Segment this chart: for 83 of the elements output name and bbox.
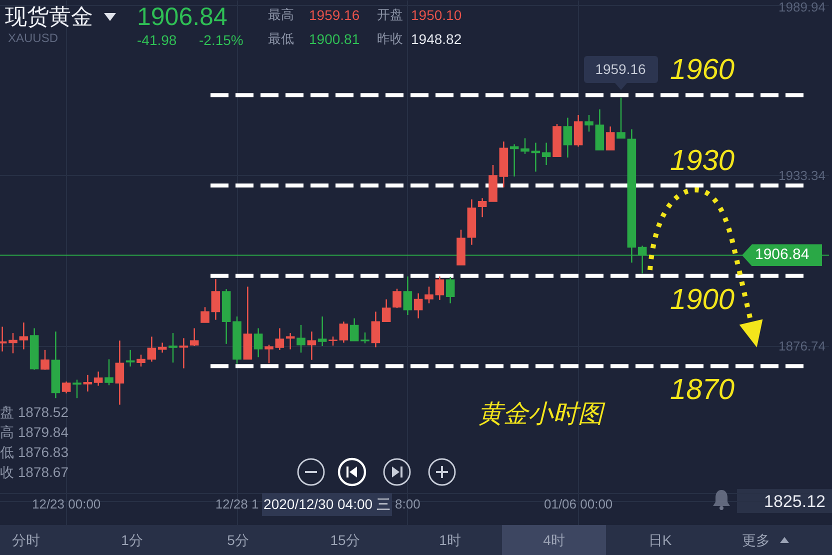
- candlestick: [562, 117, 572, 158]
- annotation: 2020/12/30 04:00 三: [262, 493, 392, 516]
- y-tick-label: 1933.34: [778, 168, 825, 183]
- candlestick: [520, 138, 529, 155]
- candlestick: [104, 358, 113, 386]
- candlestick: [189, 328, 198, 347]
- x-tick-label: 8:00: [394, 496, 420, 512]
- text: XAUUSD: [8, 31, 58, 46]
- candlestick: [82, 374, 92, 392]
- candlestick: [114, 340, 124, 406]
- candlestick: [61, 380, 70, 394]
- annotation: 日K: [647, 531, 673, 550]
- ref-line-label: 1906.84: [742, 244, 822, 266]
- candlestick: [317, 316, 326, 347]
- candlestick: [210, 278, 220, 320]
- candlestick: [328, 336, 337, 346]
- ref-line-label: 1900: [670, 284, 735, 318]
- annotation: 1948.82: [411, 31, 462, 48]
- annotation: 1时: [438, 531, 462, 550]
- y-tick-label: 1876.74: [778, 338, 825, 354]
- annotation: -41.98: [137, 32, 177, 48]
- annotation: 1906.84: [137, 3, 228, 32]
- candlestick: [360, 332, 369, 344]
- annotation: 更多: [742, 531, 770, 550]
- annotation: 1959.16: [309, 7, 360, 24]
- candlestick: [392, 288, 401, 309]
- candlestick: [253, 328, 262, 358]
- annotation: 开盘: [377, 7, 403, 23]
- candlestick: [40, 349, 49, 370]
- candlestick: [349, 318, 358, 342]
- candlestick: [370, 311, 380, 348]
- candlestick: [93, 370, 102, 386]
- candlestick: [168, 332, 177, 364]
- candlestick: [146, 336, 156, 362]
- annotation: 高 1879.84: [0, 424, 68, 440]
- ref-line-label: 1960: [670, 54, 735, 88]
- x-tick-label: 12/23 00:00: [31, 496, 100, 512]
- candlestick: [445, 276, 454, 304]
- candlestick: [178, 338, 188, 369]
- candlestick: [477, 198, 486, 218]
- annotation: 最高: [268, 7, 294, 23]
- annotation: 1900.81: [309, 31, 360, 48]
- annotation: 分时: [11, 531, 41, 550]
- candlestick: [72, 379, 81, 399]
- candlestick: [413, 292, 422, 319]
- candlestick: [434, 276, 444, 301]
- candlestick: [18, 322, 28, 350]
- candlestick: [125, 349, 134, 368]
- candlestick: [306, 330, 316, 361]
- candlestick: [616, 97, 625, 139]
- x-tick-label: 01/06 00:00: [543, 496, 612, 512]
- candlestick: [296, 324, 305, 354]
- annotation: 1950.10: [411, 7, 462, 24]
- annotation: 低 1876.83: [0, 444, 68, 460]
- candlestick: [541, 142, 550, 166]
- candlestick: [264, 344, 273, 364]
- y-tick-label: 1825.12: [764, 492, 825, 511]
- candlestick: [8, 332, 17, 354]
- candlestick: [573, 114, 582, 148]
- chart-title: 现货黄金: [5, 4, 93, 30]
- candlestick: [402, 276, 412, 316]
- annotation: -2.15%: [199, 32, 244, 48]
- annotation: 最低: [268, 31, 294, 47]
- candlestick: [338, 320, 348, 344]
- annotation: 1分: [120, 531, 144, 550]
- annotation: 15分: [329, 531, 361, 550]
- candlestick: [200, 306, 209, 324]
- candlestick: [136, 354, 145, 368]
- candlestick: [605, 126, 614, 151]
- annotation: 黄金小时图: [478, 400, 603, 429]
- annotation: 盘 1878.52: [0, 404, 68, 420]
- candlestick: [274, 328, 284, 351]
- candlestick: [584, 114, 593, 132]
- annotation: 收 1878.67: [0, 464, 68, 480]
- annotation: 1959.16: [584, 56, 658, 83]
- candlestick: [424, 286, 433, 304]
- y-tick-label: 1989.94: [778, 0, 825, 14]
- ref-line-label: 1870: [670, 374, 735, 408]
- ref-line-label: 1930: [670, 144, 735, 178]
- candlestick: [381, 298, 390, 322]
- annotation: 5分: [226, 531, 250, 550]
- annotation: 昨收: [377, 31, 403, 47]
- x-tick-label: 12/28 1: [214, 496, 258, 512]
